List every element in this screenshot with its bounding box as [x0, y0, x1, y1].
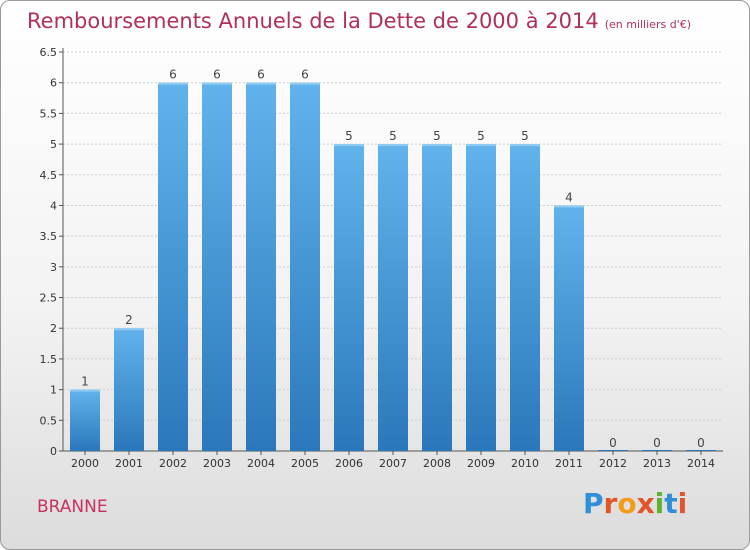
logo-letter: t [664, 487, 678, 520]
data-label: 0 [653, 436, 661, 450]
proxiti-logo[interactable]: Proxiti [583, 487, 687, 520]
data-label: 4 [565, 190, 573, 204]
bars [70, 82, 716, 452]
logo-letter: o [617, 487, 637, 520]
x-tick-label: 2011 [555, 457, 583, 470]
y-tick-labels: 0 0.5 1 1.5 2 2.5 3 3.5 4 4.5 5 5.5 6 6.5 [40, 46, 58, 458]
data-label: 1 [81, 375, 89, 389]
y-tick-label: 3.5 [40, 230, 58, 243]
data-label: 2 [125, 313, 133, 327]
bar [422, 144, 452, 452]
bar-highlight [202, 82, 232, 85]
bar [554, 205, 584, 451]
y-tick-label: 5.5 [40, 107, 58, 120]
bar [290, 82, 320, 451]
y-tick-label: 0 [50, 445, 57, 458]
bar-highlight [334, 144, 364, 147]
data-label: 5 [433, 129, 441, 143]
x-tick-label: 2007 [379, 457, 407, 470]
y-tick-label: 3 [50, 261, 57, 274]
bar [158, 82, 188, 451]
x-tick-label: 2010 [511, 457, 539, 470]
data-label: 5 [477, 129, 485, 143]
commune-name: BRANNE [37, 497, 108, 517]
data-label: 0 [609, 436, 617, 450]
x-tick-label: 2000 [71, 457, 99, 470]
bar [114, 328, 144, 451]
y-tick-label: 0.5 [40, 414, 58, 427]
data-label: 0 [697, 436, 705, 450]
bar-highlight [246, 82, 276, 85]
bar-highlight [422, 144, 452, 147]
y-tick-label: 6.5 [40, 46, 58, 59]
y-tick-label: 5 [50, 138, 57, 151]
data-label: 6 [213, 68, 221, 82]
bar [70, 389, 100, 451]
y-tick-label: 2 [50, 322, 57, 335]
data-labels: 1 2 6 6 6 6 5 5 5 5 5 4 0 0 0 [81, 68, 705, 450]
chart-unit: (en milliers d'€) [604, 18, 691, 31]
bar-highlight [554, 205, 584, 208]
data-label: 6 [301, 68, 309, 82]
bar-highlight [378, 144, 408, 147]
x-tick-label: 2008 [423, 457, 451, 470]
x-tick-labels: 2000 2001 2002 2003 2004 2005 2006 2007 2008 2009… [71, 457, 715, 470]
x-tick-label: 2003 [203, 457, 231, 470]
bar-highlight [114, 328, 144, 331]
x-tick-label: 2014 [687, 457, 715, 470]
data-label: 5 [345, 129, 353, 143]
y-tick-label: 1.5 [40, 353, 58, 366]
x-tick-label: 2006 [335, 457, 363, 470]
bar [510, 144, 540, 452]
data-label: 6 [257, 68, 265, 82]
bar [202, 82, 232, 451]
y-tick-label: 6 [50, 77, 57, 90]
bar-highlight [290, 82, 320, 85]
data-label: 5 [521, 129, 529, 143]
logo-letter: i [677, 487, 688, 520]
logo-letter: r [603, 487, 618, 520]
x-tick-label: 2002 [159, 457, 187, 470]
bar [466, 144, 496, 452]
x-tick-label: 2012 [599, 457, 627, 470]
bar-highlight [466, 144, 496, 147]
data-label: 5 [389, 129, 397, 143]
chart-title: Remboursements Annuels de la Dette de 20… [27, 9, 691, 33]
y-tick-label: 1 [50, 384, 57, 397]
bar [334, 144, 364, 452]
y-tick-label: 2.5 [40, 292, 58, 305]
logo-letter: P [583, 487, 604, 520]
y-tick-label: 4.5 [40, 169, 58, 182]
data-label: 6 [169, 68, 177, 82]
chart-title-text: Remboursements Annuels de la Dette de 20… [27, 9, 599, 33]
bar-highlight [158, 82, 188, 85]
y-tick-label: 4 [50, 199, 57, 212]
x-tick-label: 2001 [115, 457, 143, 470]
bar-highlight [510, 144, 540, 147]
bar [246, 82, 276, 451]
x-tick-label: 2013 [643, 457, 671, 470]
bar [378, 144, 408, 452]
x-tick-label: 2009 [467, 457, 495, 470]
logo-letter: x [636, 487, 655, 520]
x-tick-label: 2004 [247, 457, 275, 470]
bar-highlight [70, 389, 100, 392]
x-tick-label: 2005 [291, 457, 319, 470]
logo-letter: i [654, 487, 665, 520]
